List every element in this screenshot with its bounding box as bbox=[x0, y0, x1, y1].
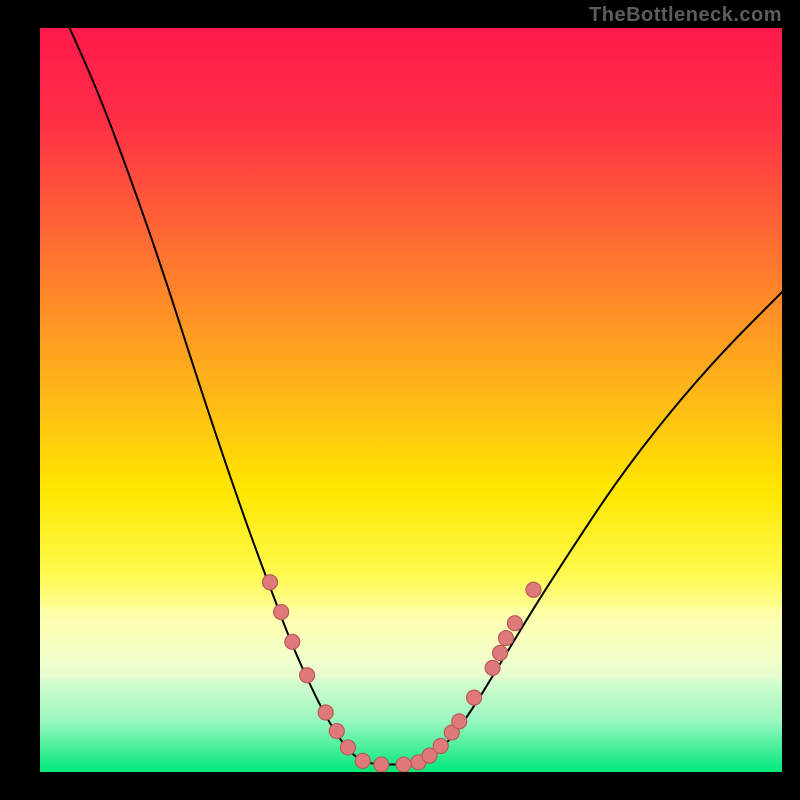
watermark-text: TheBottleneck.com bbox=[589, 4, 782, 27]
chart-frame: TheBottleneck.com bbox=[0, 0, 800, 800]
chart-svg bbox=[40, 28, 782, 772]
plot-area bbox=[40, 28, 782, 772]
